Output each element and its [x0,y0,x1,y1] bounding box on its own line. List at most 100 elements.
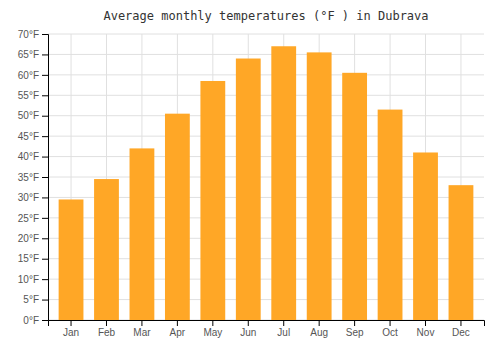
x-tick: Oct [382,320,398,338]
tick-label: 65°F [18,49,39,60]
y-tick: 15°F [18,253,48,264]
tick-mark [42,259,48,260]
bar [165,114,190,320]
y-tick: 70°F [18,29,48,40]
grid-line-y [48,34,484,35]
bars [59,46,474,320]
bar [200,81,225,320]
bar [94,179,119,320]
chart-container: 0°F 5°F 10°F 15°F 20°F 25°F 30°F 35°F 40°F 45°F 50… [0,0,500,350]
axis-domain [42,35,49,321]
tick-mark [106,320,107,326]
grid-line-y [48,95,484,96]
y-tick: 5°F [23,294,48,305]
x-tick: May [203,320,222,338]
tick-label: 60°F [18,70,39,81]
chart-svg: 0°F 5°F 10°F 15°F 20°F 25°F 30°F 35°F 40°F 45°F 50… [0,0,500,350]
tick-label: 55°F [18,90,39,101]
tick-label: Jun [240,327,256,338]
x-tick: Feb [98,320,116,338]
tick-label: Dec [452,327,470,338]
bar [236,59,261,320]
grid-line-y [48,136,484,137]
grid-line-y [48,54,484,55]
axis-domain [49,321,485,327]
y-axis: 0°F 5°F 10°F 15°F 20°F 25°F 30°F 35°F 40°F 45°F 50… [18,29,49,326]
tick-mark [177,320,178,326]
tick-mark [42,320,48,321]
tick-label: 70°F [18,29,39,40]
tick-mark [42,136,48,137]
y-tick: 0°F [23,315,48,326]
tick-mark [42,197,48,198]
tick-mark [42,279,48,280]
tick-mark [390,320,391,326]
tick-mark [248,320,249,326]
y-tick: 55°F [18,90,48,101]
tick-label: Feb [98,327,116,338]
tick-label: 35°F [18,172,39,183]
tick-label: Apr [170,327,186,338]
tick-mark [42,238,48,239]
bar [59,199,84,320]
y-tick: 10°F [18,274,48,285]
tick-label: Nov [417,327,435,338]
tick-label: Jan [63,327,79,338]
tick-mark [42,300,48,301]
bar [307,52,332,320]
tick-label: 45°F [18,131,39,142]
x-tick: Nov [417,320,435,338]
tick-mark [354,320,355,326]
tick-label: 40°F [18,151,39,162]
tick-label: Aug [310,327,328,338]
tick-label: Jul [277,327,290,338]
bar [271,46,296,320]
tick-mark [460,320,461,326]
tick-mark [425,320,426,326]
tick-label: 20°F [18,233,39,244]
x-tick: Aug [310,320,328,338]
x-tick: Jun [240,320,256,338]
tick-mark [71,320,72,326]
tick-mark [42,95,48,96]
grid-line-y [48,74,484,75]
tick-mark [141,320,142,326]
y-tick: 35°F [18,172,48,183]
x-tick: Dec [452,320,470,338]
tick-label: May [203,327,222,338]
x-tick: Apr [170,320,186,338]
tick-mark [283,320,284,326]
tick-label: 10°F [18,274,39,285]
tick-label: 0°F [23,315,39,326]
tick-label: Sep [346,327,364,338]
tick-mark [319,320,320,326]
y-tick: 30°F [18,192,48,203]
y-tick: 25°F [18,213,48,224]
x-tick: Jan [63,320,79,338]
chart-title: Average monthly temperatures (°F ) in Du… [103,9,428,23]
tick-mark [42,34,48,35]
tick-label: 50°F [18,110,39,121]
tick-label: 30°F [18,192,39,203]
tick-mark [42,75,48,76]
tick-label: Mar [133,327,151,338]
tick-mark [42,157,48,158]
x-tick: Sep [346,320,364,338]
tick-label: 15°F [18,253,39,264]
tick-mark [212,320,213,326]
tick-mark [42,177,48,178]
y-tick: 65°F [18,49,48,60]
bar [130,148,155,320]
tick-mark [42,218,48,219]
bar [413,152,438,320]
tick-mark [42,116,48,117]
grid [48,34,484,320]
grid-line-y [48,115,484,116]
y-tick: 20°F [18,233,48,244]
tick-label: 25°F [18,213,39,224]
x-tick: Jul [277,320,290,338]
x-tick: Mar [133,320,151,338]
y-tick: 40°F [18,151,48,162]
tick-mark [42,54,48,55]
y-tick: 45°F [18,131,48,142]
